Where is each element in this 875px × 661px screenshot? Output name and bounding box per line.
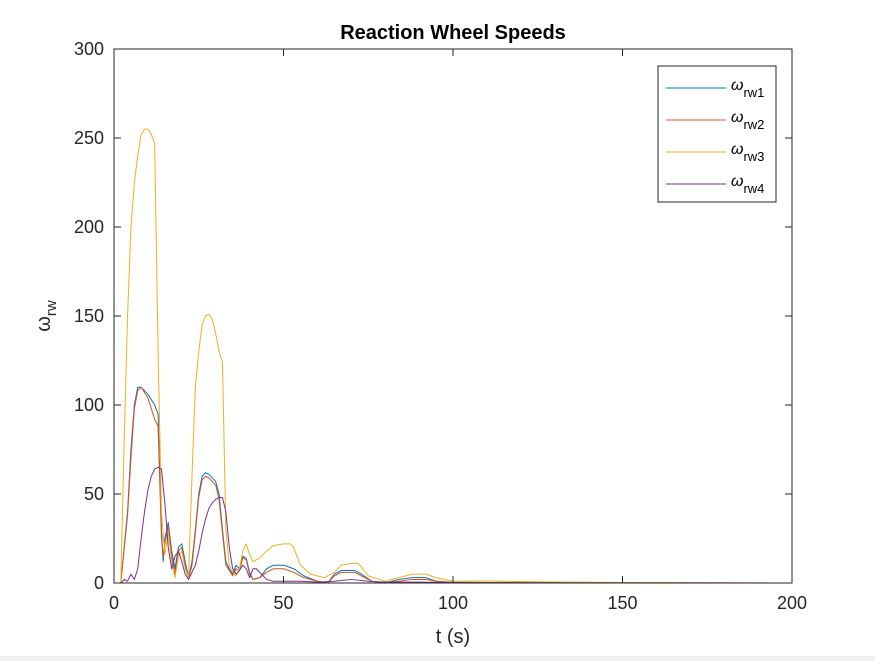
- legend: ωrw1 ωrw2 ωrw3 ωrw4: [657, 65, 777, 203]
- y-tick-label: 50: [84, 484, 104, 504]
- legend-label-rw2: ωrw2: [731, 109, 764, 132]
- y-tick-label: 200: [74, 217, 104, 237]
- y-axis-label-main: ω: [33, 316, 55, 332]
- series-line-rw3: [114, 128, 793, 584]
- x-tick-label: 200: [777, 593, 807, 613]
- legend-label-rw3: ωrw3: [731, 141, 764, 164]
- y-tick-label: 300: [74, 39, 104, 59]
- series-line-rw2: [114, 386, 793, 584]
- axes-layer: 0 50 100 150 200 0 50 100 150 200 250 300: [74, 39, 807, 613]
- legend-label-rw1: ωrw1: [731, 77, 764, 100]
- x-axis-label: t (s): [436, 626, 470, 648]
- series-layer: [114, 128, 793, 584]
- legend-box: [657, 65, 777, 203]
- y-tick-label: 100: [74, 395, 104, 415]
- x-tick-label: 150: [607, 593, 637, 613]
- y-tick-label: 250: [74, 128, 104, 148]
- legend-label-rw4: ωrw4: [731, 173, 764, 196]
- y-axis-label-sub: rw: [43, 300, 60, 316]
- series-line-rw4: [114, 466, 793, 584]
- y-tick-label: 150: [74, 306, 104, 326]
- chart-title: Reaction Wheel Speeds: [340, 22, 566, 44]
- x-tick-label: 0: [109, 593, 119, 613]
- y-axis-label: ωrw: [33, 300, 60, 332]
- y-tick-label: 0: [94, 573, 104, 593]
- x-tick-label: 50: [273, 593, 293, 613]
- x-tick-label: 100: [438, 593, 468, 613]
